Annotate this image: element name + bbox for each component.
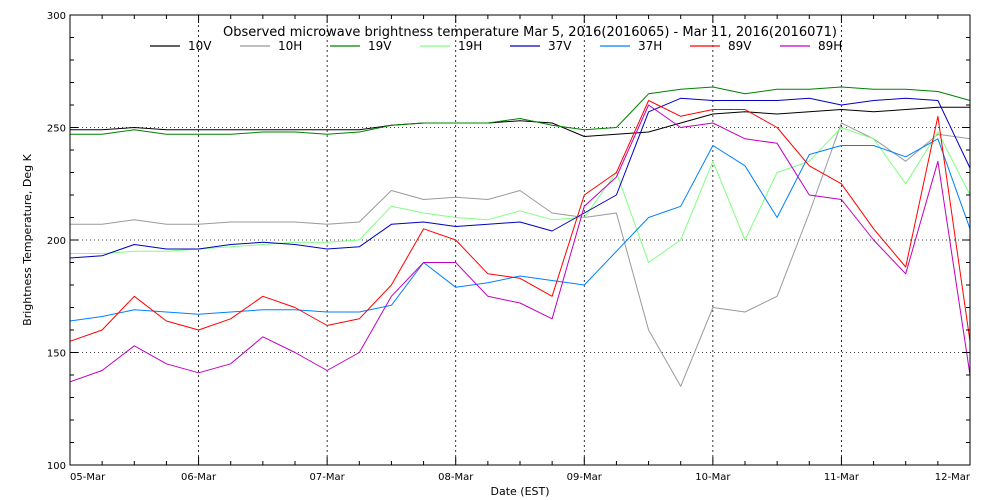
- x-tick-label: 08-Mar: [438, 472, 474, 483]
- series-line-10h: [69, 122, 971, 387]
- chart-title: Observed microwave brightness temperatur…: [223, 25, 837, 40]
- x-tick-label: 11-Mar: [824, 472, 860, 483]
- series-line-19h: [69, 127, 971, 263]
- x-tick-label: 09-Mar: [567, 472, 603, 483]
- y-tick-label: 100: [47, 461, 66, 472]
- series-line-89h: [69, 104, 971, 383]
- y-tick-label: 300: [47, 11, 66, 22]
- y-tick-label: 150: [47, 349, 66, 360]
- legend-label-10v: 10V: [188, 39, 212, 53]
- series-layer: [69, 86, 971, 387]
- series-line-89v: [69, 100, 971, 342]
- legend-label-37h: 37H: [638, 39, 662, 53]
- y-tick-label: 250: [47, 124, 66, 135]
- legend-label-89v: 89V: [728, 39, 752, 53]
- x-tick-label: 05-Mar: [70, 472, 106, 483]
- legend-label-19v: 19V: [368, 39, 392, 53]
- series-line-37v: [69, 97, 971, 259]
- y-tick-label: 200: [47, 236, 66, 247]
- legend-label-89h: 89H: [818, 39, 842, 53]
- x-axis-label: Date (EST): [490, 485, 549, 498]
- legend-label-37v: 37V: [548, 39, 572, 53]
- axis-layer: 100 150 200 250 300 05-Mar 06-Mar 07-Mar 08-Mar 0…: [47, 11, 971, 483]
- legend-label-19h: 19H: [458, 39, 482, 53]
- legend-label-10h: 10H: [278, 39, 302, 53]
- series-line-19v: [69, 86, 971, 135]
- y-axis-label: Brightness Temperature, Deg K: [21, 153, 34, 325]
- series-line-10v: [69, 106, 971, 137]
- x-tick-label: 10-Mar: [695, 472, 731, 483]
- series-line-37h: [69, 138, 971, 322]
- legend-layer: 10V 10H 19V 19H 37V 37H 89V 89H: [150, 39, 842, 53]
- x-tick-label: 12-Mar: [935, 472, 971, 483]
- x-tick-label: 06-Mar: [181, 472, 217, 483]
- x-tick-label: 07-Mar: [310, 472, 346, 483]
